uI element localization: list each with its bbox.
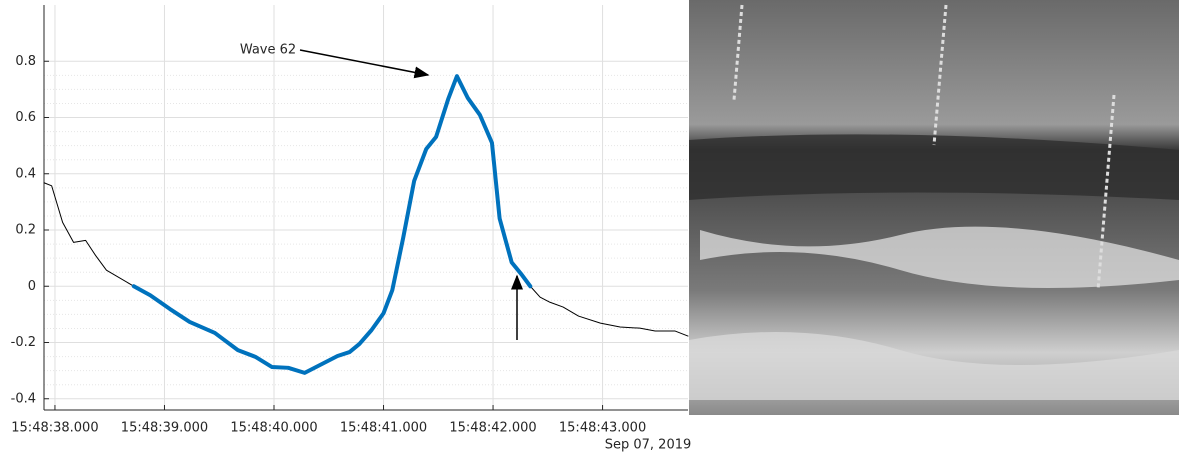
- x-axis-label: Sep 07, 2019: [605, 438, 692, 453]
- photo: [689, 0, 1179, 415]
- y-tick-label: 0: [28, 279, 36, 294]
- y-tick-label: 0.8: [15, 54, 36, 69]
- x-tick-label: 15:48:41.000: [340, 421, 427, 436]
- x-tick-label: 15:48:40.000: [230, 421, 317, 436]
- x-tick-label: 15:48:38.000: [11, 421, 98, 436]
- y-tick-label: 0.6: [15, 110, 36, 125]
- y-tick-label: 0.4: [15, 166, 36, 181]
- y-tick-label: -0.4: [11, 391, 36, 406]
- y-tick-label: 0.2: [15, 223, 36, 238]
- plot-area: -0.4 -0.2 0 0.2 0.4 0.6 0.8 15:48:38.000 15:48:3…: [11, 5, 689, 436]
- series-line: [131, 74, 533, 375]
- annotation-arrow: [299, 49, 430, 79]
- x-tick-label: 15:48:39.000: [121, 421, 208, 436]
- annotation: Wave 62: [240, 43, 296, 58]
- x-tick-label: 15:48:43.000: [559, 421, 646, 436]
- y-tick-label: -0.2: [11, 335, 36, 350]
- x-tick-label: 15:48:42.000: [449, 421, 536, 436]
